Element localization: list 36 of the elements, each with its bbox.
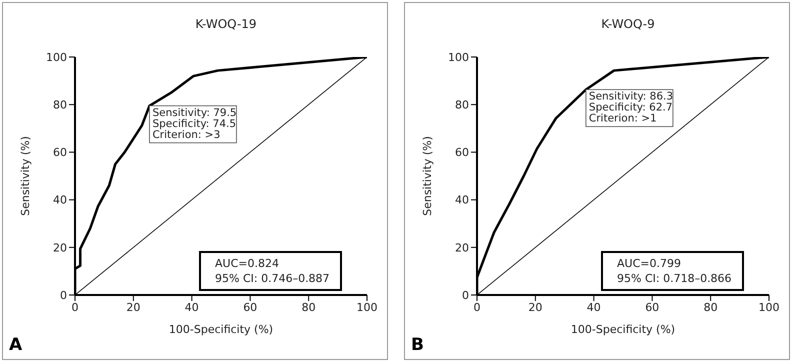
x-tick-label: 100 — [356, 300, 378, 314]
annotation: AUC=0.824 95% CI: 0.746–0.887 — [199, 251, 342, 291]
annotation: Sensitivity: 86.3 Specificity: 62.7 Criterion: >1 — [588, 90, 674, 125]
chart-title: K-WOQ-19 — [194, 17, 258, 31]
x-tick-label: 0 — [474, 300, 480, 314]
x-tick-label: 0 — [72, 300, 78, 314]
x-tick-label: 80 — [704, 300, 718, 314]
x-tick-label: 20 — [126, 300, 140, 314]
x-tick-label: 40 — [586, 300, 601, 314]
y-tick-label: 60 — [53, 146, 67, 160]
x-tick-label: 80 — [302, 300, 316, 314]
chart-title: K-WOQ-9 — [600, 17, 656, 31]
y-tick-label: 20 — [455, 241, 469, 254]
annotation: AUC=0.799 95% CI: 0.718–0.866 — [601, 251, 744, 291]
x-axis-title: 100-Specificity (%) — [168, 323, 274, 336]
y-tick-label: 80 — [455, 98, 469, 112]
annotation: Sensitivity: 79.5 Specificity: 74.5 Criterion: >3 — [152, 106, 237, 141]
y-tick-label: 40 — [455, 194, 469, 207]
y-tick-label: 60 — [455, 146, 469, 160]
x-tick-label: 40 — [184, 300, 199, 314]
text: B — [411, 335, 424, 355]
y-tick-label: 80 — [53, 98, 67, 112]
x-tick-label: 60 — [243, 300, 258, 314]
x-tick-label: 60 — [645, 300, 660, 314]
y-axis-title: Sensitivity (%) — [420, 136, 434, 216]
x-tick-label: 100 — [758, 300, 780, 314]
y-tick-label: 0 — [462, 288, 469, 302]
text: A — [9, 335, 22, 355]
y-tick-label: 0 — [60, 288, 67, 302]
y-tick-label: 100 — [448, 50, 469, 64]
y-tick-label: 100 — [46, 50, 67, 64]
y-tick-label: 40 — [53, 194, 67, 207]
y-axis-title: Sensitivity (%) — [18, 136, 32, 216]
x-axis-title: 100-Specificity (%) — [570, 323, 676, 336]
y-tick-label: 20 — [53, 241, 67, 254]
x-tick-label: 20 — [528, 300, 542, 314]
